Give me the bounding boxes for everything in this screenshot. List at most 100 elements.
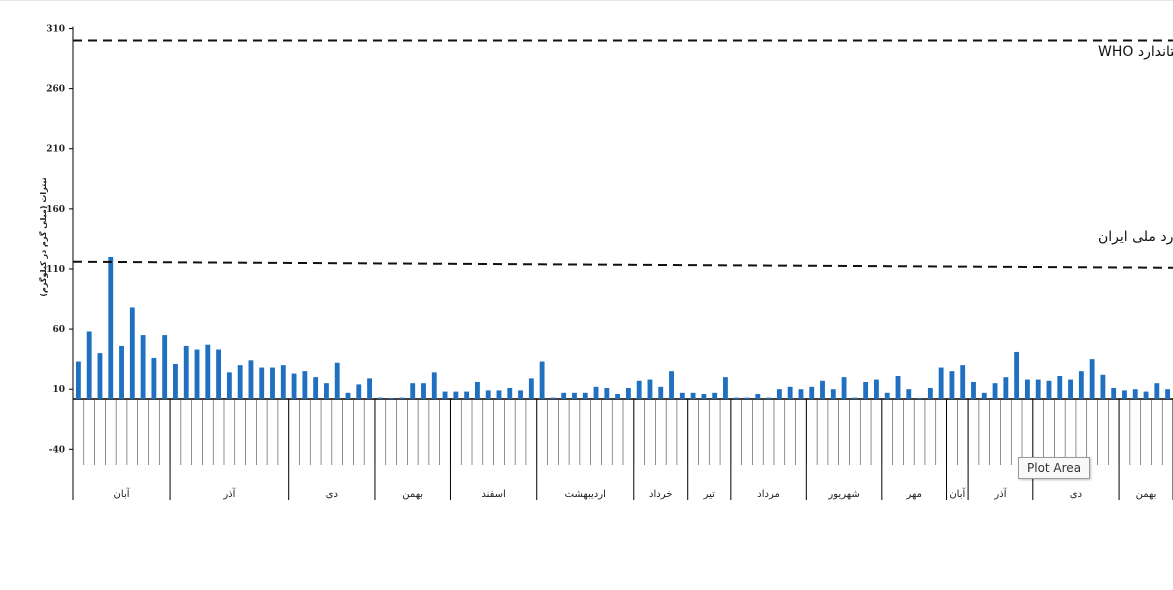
- data-bar: [938, 367, 944, 399]
- data-bar: [431, 372, 437, 399]
- data-bar: [237, 365, 243, 399]
- data-bar: [561, 392, 567, 399]
- data-bar: [733, 397, 739, 399]
- data-bar: [701, 394, 707, 399]
- month-group-label: آبان: [949, 487, 966, 500]
- reference-line-label: حد مجاز نیترات- استاندارد ملی ایران: [1098, 229, 1173, 245]
- data-bar: [582, 392, 588, 399]
- data-bar: [173, 363, 178, 399]
- data-bar: [744, 397, 750, 399]
- data-bar: [474, 381, 480, 399]
- data-bar: [1014, 351, 1020, 399]
- data-bar: [841, 377, 847, 399]
- data-bar: [280, 365, 286, 399]
- data-bar: [712, 392, 718, 399]
- data-bar: [421, 383, 426, 399]
- month-group-label: مرداد: [757, 489, 780, 500]
- data-bar: [863, 381, 869, 399]
- data-bar: [550, 397, 556, 399]
- data-bar: [216, 349, 222, 399]
- data-bar: [884, 392, 890, 399]
- y-tick-label: 110: [46, 265, 65, 275]
- data-bar: [399, 397, 405, 399]
- month-group-label: آذر: [222, 487, 236, 500]
- data-bar: [960, 365, 966, 399]
- data-bar: [949, 371, 955, 399]
- data-bar: [787, 386, 793, 399]
- data-bar: [194, 349, 200, 399]
- data-bar: [690, 392, 696, 399]
- data-bar: [593, 386, 599, 399]
- data-bar: [270, 367, 275, 399]
- data-bar: [162, 335, 168, 399]
- month-group-label: آبان: [114, 487, 131, 500]
- y-tick-label: 260: [46, 85, 65, 95]
- data-bar: [1143, 391, 1149, 399]
- data-bar: [1100, 374, 1106, 399]
- month-group-label: خرداد: [649, 489, 672, 500]
- data-bar: [367, 378, 372, 399]
- data-bar: [518, 390, 523, 399]
- data-bar: [1111, 388, 1117, 399]
- data-bar: [119, 345, 124, 399]
- y-tick-label: 10: [52, 385, 65, 395]
- data-bar: [572, 392, 577, 399]
- data-bar: [377, 397, 383, 399]
- data-bar: [108, 256, 114, 399]
- data-bar: [615, 394, 621, 399]
- data-bar: [1035, 379, 1041, 399]
- y-tick-label: 60: [52, 325, 65, 335]
- data-bar: [1046, 380, 1052, 399]
- data-bar: [604, 388, 610, 399]
- data-bar: [927, 388, 933, 399]
- data-bar: [1089, 359, 1095, 399]
- data-bar: [528, 378, 534, 399]
- data-bar: [820, 380, 825, 399]
- data-bar: [766, 397, 772, 399]
- data-bar: [539, 361, 545, 399]
- data-bar: [1057, 375, 1063, 399]
- data-bar: [809, 386, 815, 399]
- data-bar: [313, 377, 319, 399]
- data-bar: [248, 360, 254, 399]
- month-group-label: آذر: [993, 487, 1007, 500]
- data-bar: [183, 345, 189, 399]
- data-bar: [345, 392, 351, 399]
- data-bar: [679, 392, 685, 399]
- data-bar: [895, 375, 901, 399]
- data-bar: [658, 386, 664, 399]
- data-bar: [291, 373, 297, 399]
- month-group-label: مهر: [905, 489, 921, 500]
- data-bar: [205, 344, 211, 399]
- data-bar: [1122, 390, 1127, 399]
- data-bar: [669, 371, 674, 399]
- data-bar: [852, 397, 858, 399]
- data-bar: [647, 379, 653, 399]
- data-bar: [1154, 383, 1160, 399]
- data-bar: [971, 381, 976, 399]
- data-bar: [496, 390, 502, 399]
- data-bar: [992, 383, 998, 399]
- data-bar: [388, 398, 394, 399]
- data-bar: [1024, 379, 1030, 399]
- data-bar: [129, 307, 135, 399]
- data-bar: [1078, 371, 1084, 399]
- y-axis-title: نیترات (میلی گرم در کیلوگرم): [38, 177, 48, 296]
- month-group-label: تیر: [703, 489, 716, 500]
- data-bar: [874, 379, 879, 399]
- month-group-label: اسفند: [481, 489, 505, 500]
- y-tick-label: 160: [46, 205, 65, 215]
- data-bar: [86, 331, 92, 399]
- reference-line: [72, 260, 1173, 269]
- data-bar: [324, 383, 329, 399]
- month-group-label: بهمن: [402, 489, 423, 500]
- bars-layer: [75, 256, 1171, 399]
- y-tick-label: 210: [46, 145, 65, 155]
- data-bar: [798, 389, 804, 399]
- data-bar: [356, 384, 362, 399]
- month-group-label: دی: [1070, 489, 1082, 500]
- data-bar: [302, 371, 308, 399]
- data-bar: [636, 380, 642, 399]
- plot-area-tooltip: Plot Area: [1018, 457, 1091, 479]
